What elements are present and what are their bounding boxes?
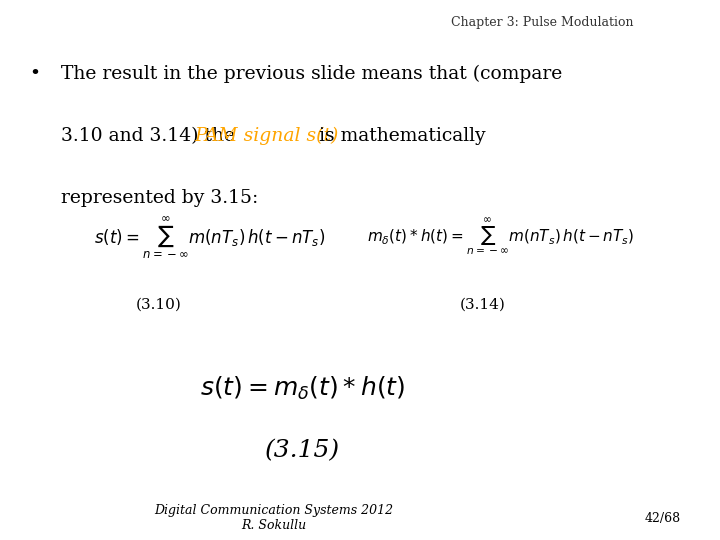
Text: Digital Communication Systems 2012
R. Sokullu: Digital Communication Systems 2012 R. So… — [154, 504, 393, 532]
Text: •: • — [29, 65, 40, 83]
Text: Chapter 3: Pulse Modulation: Chapter 3: Pulse Modulation — [451, 16, 634, 29]
Text: $s(t) = \sum_{n=-\infty}^{\infty} m(nT_s)\, h(t - nT_s)$: $s(t) = \sum_{n=-\infty}^{\infty} m(nT_s… — [94, 214, 325, 261]
Text: 42/68: 42/68 — [644, 512, 680, 525]
Text: (3.10): (3.10) — [135, 298, 181, 312]
Text: 3.10 and 3.14) the: 3.10 and 3.14) the — [61, 127, 241, 145]
Text: (3.15): (3.15) — [265, 440, 340, 462]
Text: $m_\delta(t) * h(t) = \sum_{n=-\infty}^{\infty} m(nT_s)\, h(t - nT_s)$: $m_\delta(t) * h(t) = \sum_{n=-\infty}^{… — [367, 217, 635, 259]
Text: (3.14): (3.14) — [459, 298, 505, 312]
Text: represented by 3.15:: represented by 3.15: — [61, 189, 258, 207]
Text: The result in the previous slide means that (compare: The result in the previous slide means t… — [61, 65, 562, 83]
Text: is mathematically: is mathematically — [313, 127, 486, 145]
Text: $s(t) = m_\delta(t) * h(t)$: $s(t) = m_\delta(t) * h(t)$ — [199, 375, 405, 402]
Text: PAM signal s(t): PAM signal s(t) — [194, 127, 339, 145]
